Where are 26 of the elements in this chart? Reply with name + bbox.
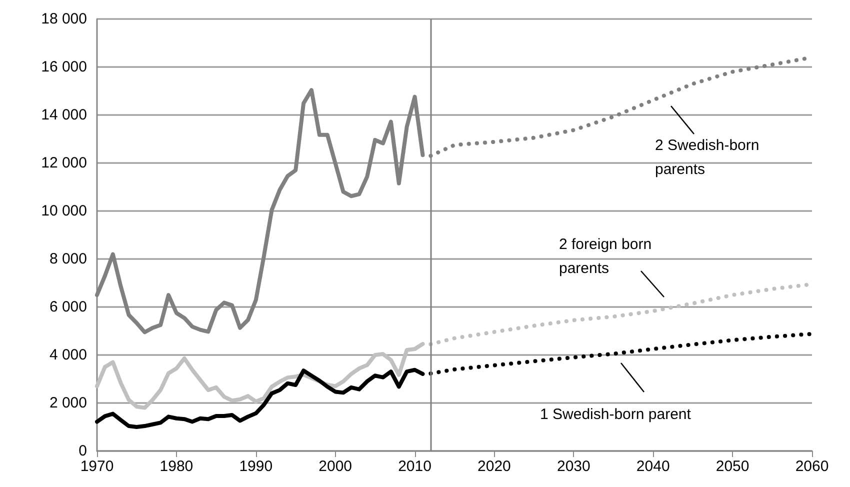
x-tick-label: 2050	[716, 458, 750, 475]
y-tick-label: 0	[78, 442, 87, 460]
x-tick-label: 2030	[556, 458, 590, 475]
y-tick-label: 2 000	[49, 394, 87, 412]
annotation: 2 foreign born parents	[559, 235, 653, 279]
y-tick-label: 6 000	[49, 298, 87, 316]
x-tick-label: 2020	[478, 458, 511, 475]
y-tick-label: 10 000	[41, 202, 87, 220]
y-tick-label: 16 000	[41, 58, 87, 76]
x-tick-label: 2060	[795, 458, 829, 475]
y-tick-label: 4 000	[49, 346, 87, 364]
line-series	[95, 368, 425, 429]
annotation: 2 Swedish-born parents	[655, 136, 760, 180]
y-tick-label: 18 000	[41, 10, 87, 28]
x-tick-label: 1980	[160, 458, 194, 475]
x-tick-label: 1990	[239, 458, 273, 475]
line-series	[428, 332, 814, 376]
x-tick-label: 2000	[318, 458, 352, 475]
x-tick-label: 1970	[80, 458, 114, 475]
y-tick-label: 12 000	[41, 154, 87, 172]
y-tick-label: 8 000	[49, 250, 87, 268]
line-series	[95, 342, 425, 410]
x-tick-label: 2010	[398, 458, 432, 475]
x-tick-label: 2040	[636, 458, 670, 475]
y-tick-label: 14 000	[41, 106, 87, 124]
annotation: 1 Swedish-born parent	[540, 405, 691, 425]
